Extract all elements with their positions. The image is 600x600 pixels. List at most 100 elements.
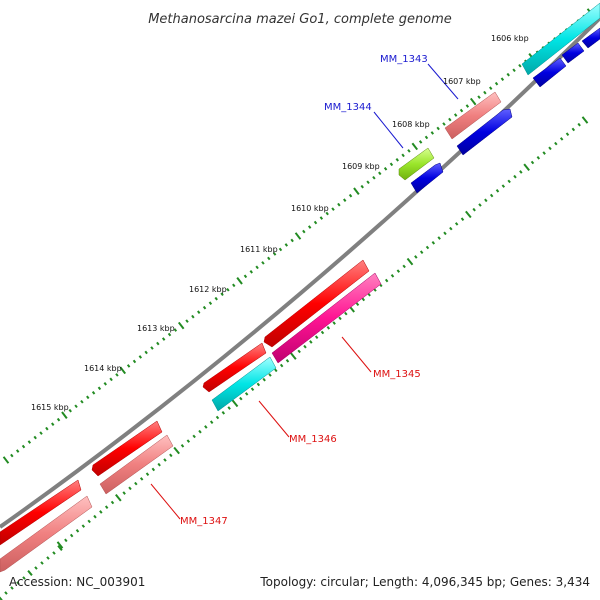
tick-mark bbox=[115, 373, 119, 377]
tick-mark bbox=[401, 153, 405, 158]
tick-mark bbox=[284, 243, 289, 247]
tick-mark bbox=[231, 399, 239, 408]
tick-mark bbox=[449, 226, 453, 231]
tick-mark bbox=[169, 453, 173, 458]
tick-mark bbox=[389, 162, 394, 167]
gene-feature bbox=[561, 42, 585, 64]
tick-mark bbox=[244, 392, 249, 396]
tick-mark bbox=[209, 420, 214, 425]
tick-mark bbox=[93, 514, 97, 519]
gene-label-mm1343: MM_1343 bbox=[380, 54, 428, 65]
tick-mark bbox=[494, 81, 499, 86]
tick-mark bbox=[69, 533, 74, 538]
gene-feature bbox=[398, 147, 435, 181]
tick-mark bbox=[559, 137, 564, 141]
tick-mark bbox=[204, 425, 208, 429]
tick-mark bbox=[39, 431, 43, 435]
tick-mark bbox=[343, 198, 347, 202]
tick-mark bbox=[267, 256, 271, 261]
gene-feature bbox=[99, 434, 174, 495]
tick-mark bbox=[361, 297, 366, 302]
tick-mark bbox=[442, 122, 446, 126]
tick-mark bbox=[180, 444, 185, 448]
gene-feature bbox=[0, 479, 82, 546]
tick-mark bbox=[477, 95, 481, 99]
tick-mark bbox=[367, 292, 371, 297]
leader-line bbox=[373, 111, 404, 149]
tick-mark bbox=[64, 538, 68, 543]
tick-mark bbox=[81, 524, 86, 528]
tick-mark bbox=[437, 236, 441, 240]
leader-line bbox=[427, 63, 459, 100]
tick-mark bbox=[10, 586, 14, 590]
tick-mark bbox=[313, 220, 318, 225]
tick-mark bbox=[110, 500, 115, 505]
tick-label: 1611 kbp bbox=[240, 245, 278, 254]
tick-mark bbox=[571, 127, 576, 132]
tick-mark bbox=[577, 122, 581, 127]
tick-mark bbox=[465, 210, 472, 219]
tick-mark bbox=[255, 265, 259, 270]
tick-mark bbox=[523, 163, 530, 171]
leader-line bbox=[341, 336, 372, 373]
tick-mark bbox=[156, 341, 160, 346]
tick-label: 1610 kbp bbox=[291, 204, 329, 213]
tick-mark bbox=[430, 131, 435, 135]
tick-mark bbox=[319, 216, 324, 220]
tick-mark bbox=[16, 581, 20, 585]
tick-mark bbox=[0, 596, 3, 600]
tick-label: 1613 kbp bbox=[137, 324, 175, 333]
tick-mark bbox=[396, 269, 401, 273]
gene-feature bbox=[532, 57, 567, 88]
tick-mark bbox=[243, 274, 248, 279]
tick-mark bbox=[167, 332, 172, 337]
tick-label: 1614 kbp bbox=[84, 364, 122, 373]
tick-mark bbox=[436, 126, 440, 131]
tick-mark bbox=[185, 319, 189, 323]
tick-mark bbox=[290, 352, 297, 360]
gene-label-mm1344: MM_1344 bbox=[324, 102, 372, 113]
tick-mark bbox=[262, 377, 266, 382]
tick-mark bbox=[407, 149, 411, 153]
tick-mark bbox=[378, 171, 382, 176]
tick-mark bbox=[495, 189, 500, 193]
tick-mark bbox=[530, 160, 535, 165]
tick-mark bbox=[459, 108, 464, 113]
tick-mark bbox=[46, 556, 50, 560]
tick-mark bbox=[226, 287, 230, 292]
tick-mark bbox=[297, 349, 301, 354]
tick-mark bbox=[489, 86, 493, 90]
map-title: Methanosarcina mazei Go1, complete genom… bbox=[148, 12, 452, 27]
tick-mark bbox=[331, 207, 335, 211]
tick-mark bbox=[478, 203, 482, 207]
tick-mark bbox=[507, 179, 511, 184]
tick-mark bbox=[565, 132, 570, 136]
tick-mark bbox=[208, 301, 213, 305]
leader-line bbox=[150, 483, 181, 520]
tick-mark bbox=[4, 591, 8, 595]
tick-mark bbox=[383, 167, 388, 171]
tick-mark bbox=[45, 426, 49, 431]
tick-mark bbox=[126, 364, 131, 368]
tick-mark bbox=[484, 198, 488, 203]
tick-mark bbox=[268, 373, 272, 377]
tick-mark bbox=[2, 456, 10, 464]
tick-mark bbox=[122, 491, 126, 495]
tick-mark bbox=[128, 486, 132, 491]
tick-mark bbox=[425, 245, 430, 250]
tick-mark bbox=[290, 238, 294, 243]
tick-mark bbox=[279, 363, 284, 368]
tick-mark bbox=[384, 278, 389, 283]
tick-mark bbox=[192, 434, 196, 439]
tick-mark bbox=[220, 292, 224, 297]
tick-mark bbox=[443, 231, 447, 236]
tick-mark bbox=[472, 207, 476, 212]
tick-mark bbox=[186, 439, 191, 443]
tick-mark bbox=[202, 305, 207, 310]
gene-feature bbox=[456, 108, 513, 156]
tick-mark bbox=[506, 72, 510, 77]
tick-mark bbox=[518, 63, 522, 68]
tick-mark bbox=[353, 187, 360, 195]
tick-mark bbox=[513, 174, 517, 179]
tick-mark bbox=[489, 193, 494, 198]
